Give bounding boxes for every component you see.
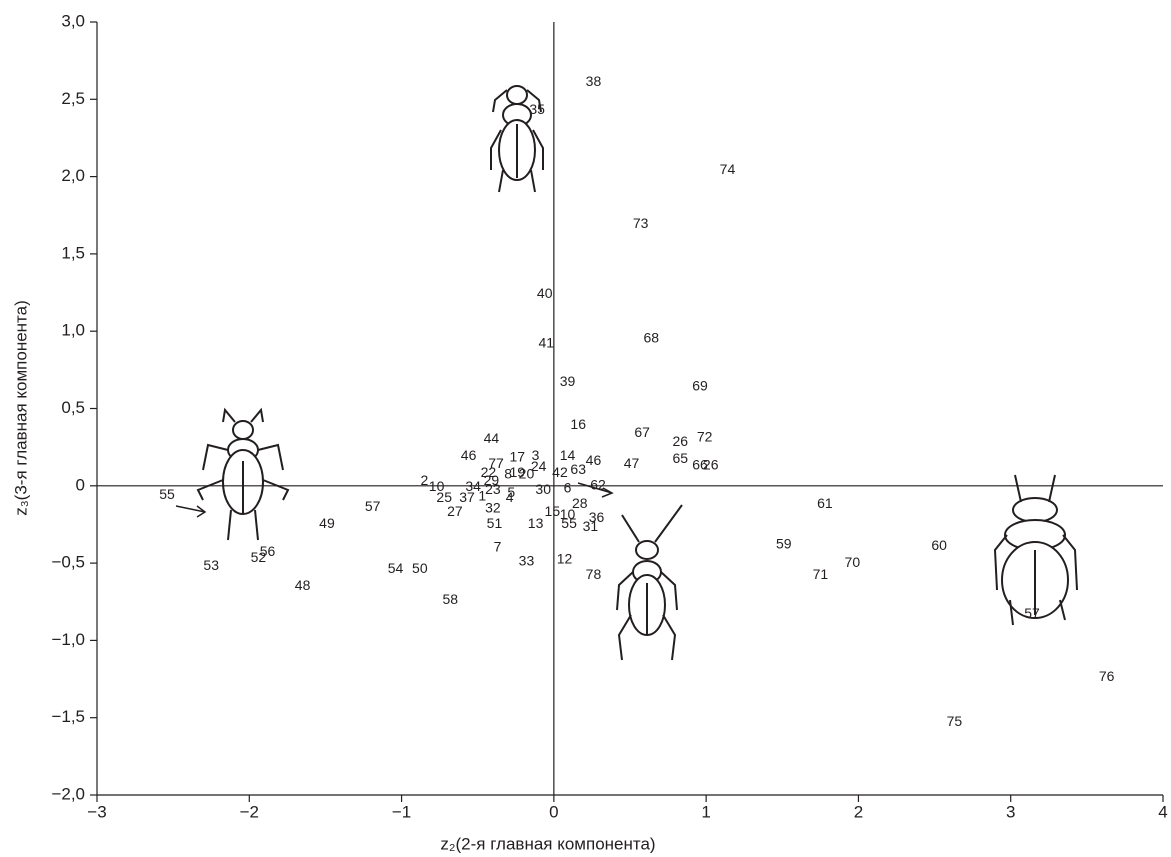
point-label: 27 [447,503,463,519]
point-label: 71 [813,566,829,582]
point-label: 70 [845,554,861,570]
point-label: 42 [552,464,568,480]
beetle-right [995,475,1077,625]
point-label: 26 [703,456,719,472]
x-tick-label: −2 [240,802,259,821]
y-tick-label: 1,5 [61,243,85,262]
point-label: 20 [519,466,535,482]
point-label: 58 [443,591,459,607]
point-label: 26 [672,433,688,449]
point-label: 61 [817,495,833,511]
x-axis-label: z₂(2-я главная компонента) [440,834,655,853]
y-tick-label: −2,0 [51,784,85,803]
point-label: 32 [485,500,501,516]
point-label: 39 [560,373,576,389]
point-label: 55 [561,515,577,531]
point-label: 68 [644,330,660,346]
point-label: 41 [538,334,554,350]
point-label: 40 [537,285,553,301]
point-label: 75 [947,713,963,729]
point-label: 74 [720,161,736,177]
y-tick-label: −1,0 [51,630,85,649]
point-label: 46 [586,452,602,468]
point-label: 56 [260,543,276,559]
point-label: 6 [564,480,572,496]
point-label: 76 [1099,668,1115,684]
point-label: 65 [672,450,688,466]
y-tick-label: 2,5 [61,89,85,108]
point-label: 33 [519,552,535,568]
y-tick-label: 0 [76,475,85,494]
y-tick-label: 3,0 [61,11,85,30]
point-label: 15 [545,503,561,519]
point-label: 72 [697,429,713,445]
point-label: 4 [506,489,514,505]
point-label: 49 [319,515,335,531]
point-label: 16 [570,416,586,432]
point-label: 48 [295,577,311,593]
beetle-bottom [617,505,682,660]
x-tick-label: 0 [549,802,558,821]
chart: z₂(2-я главная компонента) z₃(3-я главна… [0,0,1171,857]
point-label: 44 [484,430,500,446]
y-tick-label: 1,0 [61,321,85,340]
point-label: 78 [586,566,602,582]
point-label: 67 [634,424,650,440]
point-label: 50 [412,560,428,576]
point-label: 54 [388,560,404,576]
point-label: 13 [528,515,544,531]
point-label: 63 [570,461,586,477]
point-label: 60 [931,537,947,553]
point-label: 53 [203,557,219,573]
x-tick-label: 4 [1158,802,1167,821]
point-label: 2 [421,472,429,488]
point-label: 30 [535,481,551,497]
x-tick-label: −3 [87,802,106,821]
y-tick-label: 2,0 [61,166,85,185]
point-label: 47 [624,455,640,471]
y-tick-label: −0,5 [51,553,85,572]
y-tick-label: −1,5 [51,707,85,726]
x-tick-label: 1 [701,802,710,821]
point-label: 62 [590,477,606,493]
point-label: 12 [557,551,573,567]
point-label: 57 [365,498,381,514]
arrow [176,506,205,517]
point-label: 69 [692,378,708,394]
y-axis-label: z₃(3-я главная компонента) [11,300,30,516]
point-label: 59 [776,535,792,551]
point-label: 23 [485,481,501,497]
point-label: 7 [494,538,502,554]
point-label: 46 [461,447,477,463]
point-label: 57 [1024,605,1040,621]
x-tick-label: 3 [1006,802,1015,821]
point-label: 51 [487,515,503,531]
point-label: 31 [583,518,599,534]
y-tick-label: 0,5 [61,398,85,417]
point-label: 17 [510,449,526,465]
x-tick-label: −1 [392,802,411,821]
point-label: 35 [529,101,545,117]
point-label: 55 [159,486,175,502]
point-label: 73 [633,215,649,231]
beetle-left [198,410,288,540]
x-tick-label: 2 [854,802,863,821]
point-label: 38 [586,73,602,89]
